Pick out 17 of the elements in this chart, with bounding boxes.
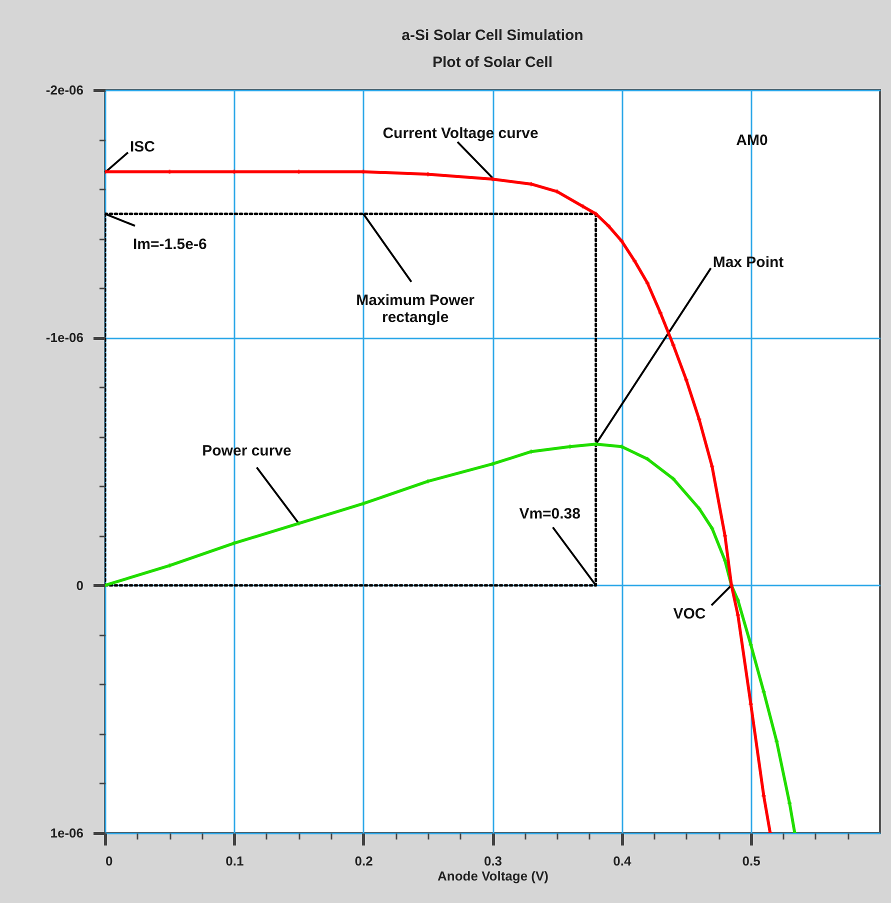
x-tick-label: 0.3 [484,854,502,868]
x-tick-label: 0.2 [354,854,373,868]
chart-title: a-Si Solar Cell Simulation [402,27,584,44]
x-tick-label: 0.1 [226,854,244,868]
x-axis-title: Anode Voltage (V) [438,868,548,884]
annotation: Im=-1.5e-6 [133,236,207,253]
y-tick-label: 1e-06 [50,826,84,840]
x-tick-label: 0.4 [613,854,632,868]
annotation: ISC [130,138,156,156]
annotation: Vm=0.38 [519,505,580,522]
annotation: VOC [673,605,706,622]
y-tick-label: -2e-06 [46,82,84,98]
chart-subtitle: Plot of Solar Cell [432,54,553,71]
y-tick-label: 0 [76,578,84,593]
y-tick-label: -1e-06 [46,330,84,346]
x-tick-label: 0.5 [742,854,760,868]
x-tick-label: 0 [106,854,113,868]
